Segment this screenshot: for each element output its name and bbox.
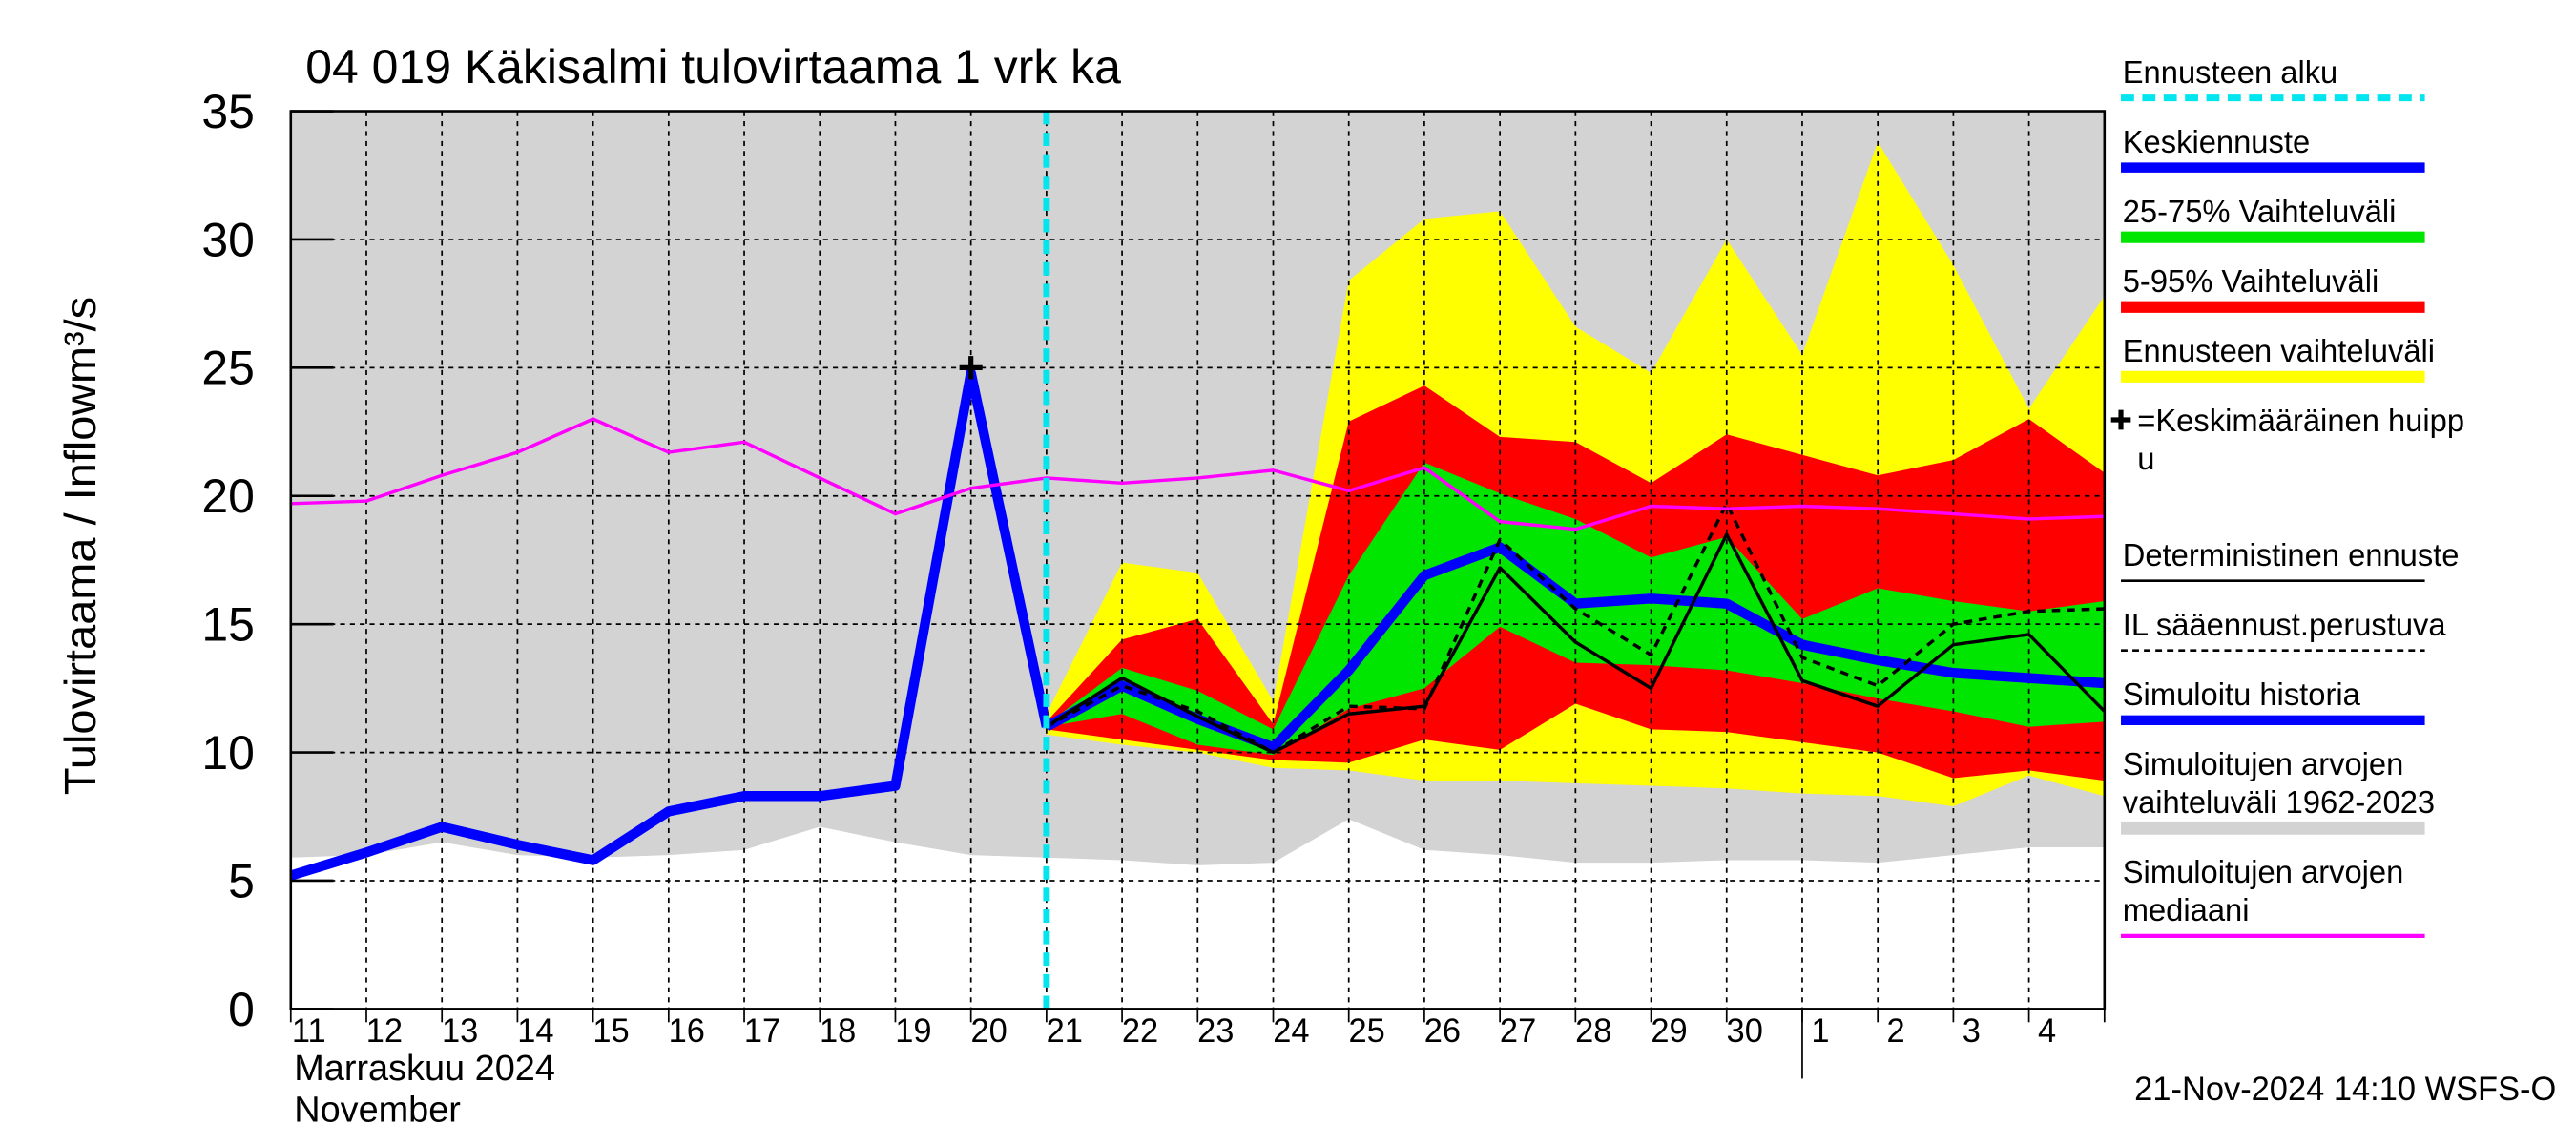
month-label-en: November [294, 1090, 461, 1130]
y-tick-label: 10 [201, 726, 255, 780]
legend-label: 25-75% Vaihteluväli [2123, 194, 2397, 229]
x-tick-label: 20 [970, 1013, 1007, 1050]
month-label: Marraskuu 2024 [294, 1049, 555, 1089]
legend-label: Simuloitujen arvojen vaihteluväli 1962-20… [2123, 746, 2435, 820]
x-tick-label: 21 [1047, 1013, 1083, 1050]
x-tick-label: 12 [366, 1013, 403, 1050]
line [1046, 502, 2105, 755]
line [289, 367, 1051, 881]
x-tick-label: 13 [442, 1013, 478, 1050]
x-tick-label: 15 [592, 1013, 629, 1050]
legend-label: =Keskimääräinen huipp u [2137, 403, 2464, 476]
x-tick-label: 27 [1500, 1013, 1536, 1050]
y-tick-label: 35 [201, 85, 255, 138]
legend-label: Keskiennuste [2123, 124, 2310, 159]
x-tick-label: 19 [895, 1013, 931, 1050]
x-tick-label: 14 [517, 1013, 553, 1050]
x-tick-label: 11 [292, 1013, 326, 1050]
legend-marker [2110, 409, 2131, 430]
x-tick-label: 4 [2038, 1013, 2056, 1050]
y-tick-label: 20 [201, 469, 255, 523]
y-tick-label: 0 [228, 983, 255, 1036]
y-tick-label: 5 [228, 854, 255, 907]
legend-label: Simuloitu historia [2123, 677, 2361, 712]
y-tick-label: 25 [201, 342, 255, 395]
x-tick-label: 25 [1348, 1013, 1384, 1050]
x-tick-label: 1 [1811, 1013, 1829, 1050]
x-tick-label: 2 [1887, 1013, 1905, 1050]
legend-label: Ennusteen vaihteluväli [2123, 333, 2435, 368]
y-tick-label: 30 [201, 213, 255, 266]
peak-marker [959, 356, 983, 380]
y-axis-label: Tulovirtaama / Inflow [55, 383, 105, 795]
line [290, 417, 2105, 531]
x-tick-label: 29 [1651, 1013, 1687, 1050]
x-tick-label: 26 [1424, 1013, 1461, 1050]
legend-label: 5-95% Vaihteluväli [2123, 263, 2379, 299]
legend-label: IL sääennust.perustuva [2123, 607, 2447, 642]
x-tick-label: 22 [1122, 1013, 1158, 1050]
x-tick-label: 30 [1727, 1013, 1763, 1050]
x-tick-label: 17 [744, 1013, 780, 1050]
x-tick-label: 24 [1273, 1013, 1309, 1050]
x-tick-label: 16 [669, 1013, 705, 1050]
x-tick-label: 28 [1575, 1013, 1611, 1050]
footer: 21-Nov-2024 14:10 WSFS-O [2134, 1072, 2556, 1108]
legend-label: Deterministinen ennuste [2123, 537, 2460, 572]
legend: Ennusteen alku Keskiennuste 25-75% Vaihtel… [2110, 54, 2464, 939]
x-tick-label: 23 [1197, 1013, 1234, 1050]
x-tick-label: 3 [1963, 1013, 1981, 1050]
legend-label: Simuloitujen arvojen mediaani [2123, 854, 2404, 927]
x-tick-label: 18 [820, 1013, 856, 1050]
legend-label: Ennusteen alku [2123, 54, 2338, 90]
chart-title: 04 019 Käkisalmi tulovirtaama 1 vrk ka [305, 40, 1121, 94]
line [1045, 532, 2107, 755]
y-axis-unit: m³/s [55, 297, 105, 384]
y-tick-label: 15 [201, 597, 255, 651]
